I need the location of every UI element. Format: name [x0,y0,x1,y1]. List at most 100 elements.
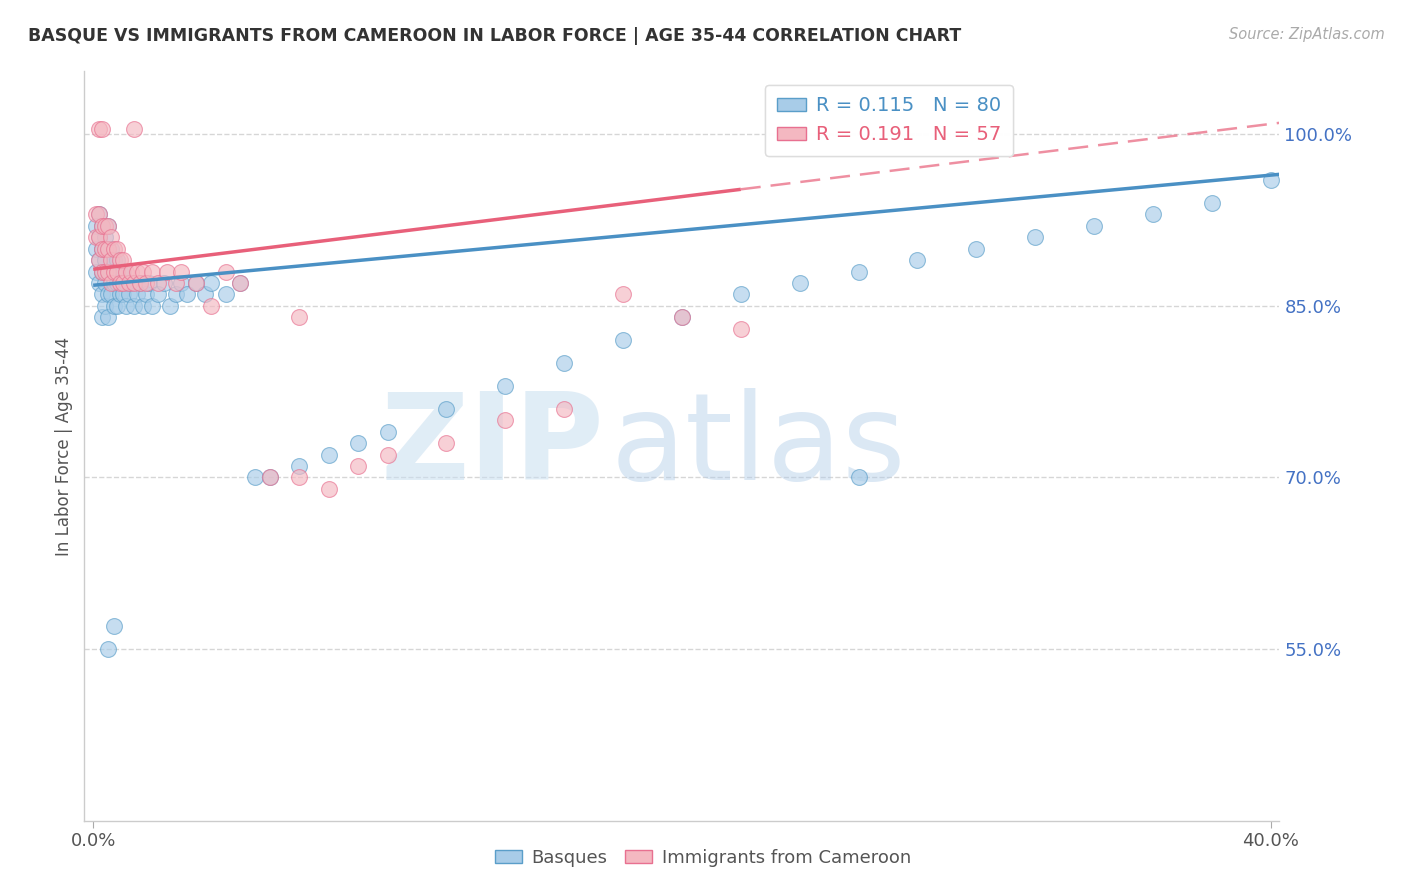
Point [229,276,252,290]
Point [111,276,134,290]
Point [91,264,114,278]
Point [141,264,163,278]
Point [94,253,117,268]
Point [91,242,114,256]
Point [108,287,131,301]
Point [170,276,193,290]
Point [111,287,134,301]
Point [87,276,110,290]
Point [91,264,114,278]
Point [288,458,311,473]
Point [87,230,110,244]
Point [129,276,152,290]
Point [105,276,128,290]
Point [377,448,399,462]
Point [103,299,125,313]
Text: BASQUE VS IMMIGRANTS FROM CAMEROON IN LABOR FORCE | AGE 35-44 CORRELATION CHART: BASQUE VS IMMIGRANTS FROM CAMEROON IN LA… [28,27,962,45]
Legend: Basques, Immigrants from Cameroon: Basques, Immigrants from Cameroon [488,842,918,874]
Point [87,253,110,268]
Point [494,379,516,393]
Point [318,482,340,496]
Point [138,276,160,290]
Point [200,276,222,290]
Point [165,276,187,290]
Text: Source: ZipAtlas.com: Source: ZipAtlas.com [1229,27,1385,42]
Point [91,219,114,233]
Point [186,276,208,290]
Point [1260,173,1282,187]
Point [100,242,122,256]
Point [124,121,146,136]
Point [156,264,179,278]
Point [91,219,114,233]
Point [91,242,114,256]
Point [259,470,281,484]
Point [84,230,107,244]
Point [170,264,193,278]
Point [153,276,176,290]
Point [141,299,163,313]
Y-axis label: In Labor Force | Age 35-44: In Labor Force | Age 35-44 [55,336,73,556]
Point [94,299,117,313]
Point [114,276,136,290]
Point [318,448,340,462]
Point [789,276,811,290]
Point [97,310,120,325]
Point [129,276,152,290]
Point [117,276,139,290]
Point [87,230,110,244]
Point [94,219,117,233]
Point [94,276,117,290]
Point [135,276,157,290]
Point [100,230,122,244]
Point [159,299,181,313]
Point [97,264,120,278]
Point [100,276,122,290]
Point [97,242,120,256]
Point [84,207,107,221]
Point [103,619,125,633]
Point [91,121,114,136]
Point [127,287,149,301]
Point [87,253,110,268]
Point [135,287,157,301]
Point [105,264,128,278]
Point [494,413,516,427]
Point [288,310,311,325]
Point [553,401,575,416]
Point [612,287,634,301]
Point [671,310,693,325]
Point [103,242,125,256]
Point [120,264,142,278]
Point [91,310,114,325]
Point [97,287,120,301]
Point [259,470,281,484]
Point [120,276,142,290]
Point [730,287,752,301]
Point [97,219,120,233]
Point [848,470,870,484]
Point [132,264,155,278]
Point [100,253,122,268]
Legend: R = 0.115   N = 80, R = 0.191   N = 57: R = 0.115 N = 80, R = 0.191 N = 57 [765,85,1012,156]
Point [124,276,146,290]
Point [94,230,117,244]
Point [165,287,187,301]
Point [97,642,120,657]
Point [87,207,110,221]
Text: ZIP: ZIP [381,387,605,505]
Point [108,264,131,278]
Point [105,242,128,256]
Point [243,470,266,484]
Point [553,356,575,370]
Point [108,253,131,268]
Point [117,287,139,301]
Point [848,264,870,278]
Point [84,219,107,233]
Point [103,264,125,278]
Point [87,207,110,221]
Point [214,264,236,278]
Point [91,287,114,301]
Point [87,121,110,136]
Point [436,401,458,416]
